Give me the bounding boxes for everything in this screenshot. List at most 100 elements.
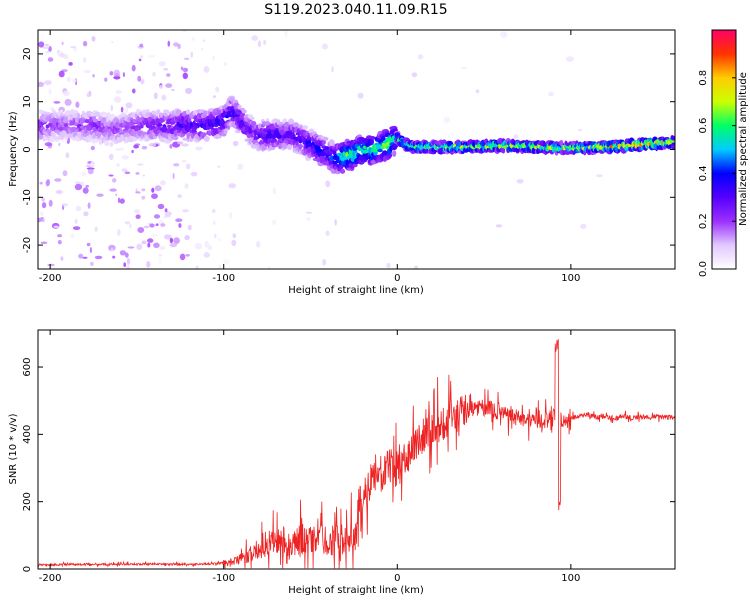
heatmap-cell [134, 209, 140, 214]
x-tick-label: -200 [39, 273, 62, 284]
heatmap-cell [228, 212, 233, 219]
heatmap-cell [86, 167, 95, 170]
x-tick-label: 0 [394, 273, 400, 284]
heatmap-cell [249, 116, 255, 120]
heatmap-cell [202, 39, 206, 42]
colorbar-tick-label: 0.0 [698, 261, 709, 277]
heatmap-cell [231, 239, 237, 246]
heatmap-cell [93, 118, 99, 123]
heatmap-cell [74, 183, 83, 191]
heatmap-cell [153, 214, 161, 219]
heatmap-cell [157, 123, 163, 127]
heatmap-cell [169, 243, 178, 248]
heatmap-cell [49, 136, 55, 143]
heatmap-cell [158, 61, 166, 67]
heatmap-cell [306, 217, 311, 221]
heatmap-cell [500, 31, 508, 38]
heatmap-cell [177, 194, 182, 199]
heatmap-cell [72, 226, 81, 231]
heatmap-cell [140, 55, 144, 58]
heatmap-cell [111, 41, 114, 44]
snr-frame [37, 329, 676, 570]
heatmap-cell [119, 198, 125, 204]
heatmap-cell [126, 264, 130, 269]
heatmap-cell [331, 66, 334, 73]
heatmap-cell [53, 225, 60, 228]
heatmap-cell [334, 219, 337, 226]
heatmap-cell [121, 168, 128, 172]
colorbar-label: Normalized spectral amplitude [738, 72, 749, 226]
heatmap-cell [98, 138, 103, 146]
heatmap-cell [131, 149, 134, 154]
heatmap-cell [63, 90, 70, 97]
heatmap-cell [192, 120, 196, 127]
heatmap-cell [165, 83, 173, 88]
heatmap-cell [151, 193, 158, 199]
heatmap-cell [251, 35, 258, 41]
heatmap-cell [185, 109, 191, 115]
heatmap-cell [443, 116, 450, 124]
y-tick-label: 400 [22, 425, 33, 444]
heatmap-cell [61, 41, 64, 46]
heatmap-cell [297, 144, 303, 149]
heatmap-cell [286, 144, 293, 150]
heatmap-cell [109, 71, 114, 76]
heatmap-cell [288, 118, 295, 125]
heatmap-cell [325, 230, 330, 237]
heatmap-cell [153, 92, 158, 100]
colorbar-tick-label: 0.4 [698, 165, 709, 181]
heatmap-cell [169, 144, 173, 149]
heatmap-cell [66, 76, 71, 82]
heatmap-cell [108, 174, 114, 177]
heatmap-cell [141, 188, 146, 192]
heatmap-cell [177, 141, 184, 145]
heatmap-cell [115, 90, 123, 94]
y-tick-label: 0 [22, 566, 33, 572]
heatmap-cell [414, 265, 419, 269]
heatmap-cell [151, 187, 155, 193]
heatmap-cell [372, 148, 379, 153]
heatmap-cell [559, 140, 564, 147]
heatmap-cell [257, 40, 262, 48]
heatmap-cell [141, 145, 148, 150]
heatmap-cell [175, 218, 183, 222]
heatmap-cell [42, 46, 50, 49]
colorbar: 0.0 0.2 0.4 0.6 0.8 Normalized spectral ampl… [698, 29, 749, 277]
x-tick-label: 0 [394, 573, 400, 584]
heatmap-cell [267, 137, 272, 144]
heatmap-cell [39, 109, 42, 114]
y-tick-label: 200 [22, 492, 33, 511]
heatmap-cell [57, 240, 62, 245]
colorbar-ticks: 0.0 0.2 0.4 0.6 0.8 [698, 70, 736, 277]
heatmap-cell [516, 179, 524, 184]
heatmap-cell [104, 77, 108, 82]
heatmap-cell [322, 137, 329, 141]
heatmap-cell [113, 76, 121, 80]
heatmap-cell [108, 153, 114, 160]
heatmap-cell [94, 111, 101, 117]
heatmap-cell [252, 139, 259, 144]
heatmap-cell [117, 229, 121, 236]
heatmap-cell [215, 86, 220, 93]
snr-x-axis-label: Height of straight line (km) [288, 585, 424, 596]
heatmap-cell [578, 128, 582, 132]
heatmap-cell [166, 73, 171, 77]
spectrogram-y-axis-label: Frequency (Hz) [8, 111, 19, 187]
heatmap-cell [329, 155, 335, 161]
heatmap-cell [475, 89, 480, 94]
heatmap-cell [126, 258, 131, 265]
heatmap-cell [44, 142, 53, 147]
heatmap-cell [295, 141, 299, 147]
heatmap-cell [52, 133, 56, 138]
heatmap-cell [195, 265, 199, 269]
heatmap-cell [48, 88, 52, 95]
heatmap-cell [212, 220, 216, 225]
heatmap-cell [321, 43, 328, 50]
heatmap-cell [159, 245, 166, 250]
heatmap-cell [566, 56, 574, 62]
heatmap-cell [357, 92, 364, 99]
heatmap-cell [548, 91, 554, 97]
heatmap-cell [161, 137, 165, 143]
heatmap-cell [149, 223, 155, 228]
